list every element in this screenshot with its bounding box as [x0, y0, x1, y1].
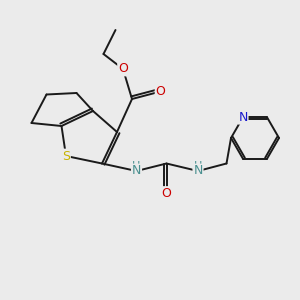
Text: H: H: [194, 160, 202, 171]
Text: O: O: [156, 85, 165, 98]
Text: H: H: [132, 160, 141, 171]
Text: O: O: [118, 62, 128, 76]
Text: N: N: [238, 111, 248, 124]
Text: N: N: [132, 164, 141, 178]
Text: S: S: [62, 149, 70, 163]
Text: N: N: [193, 164, 203, 178]
Text: O: O: [162, 187, 171, 200]
